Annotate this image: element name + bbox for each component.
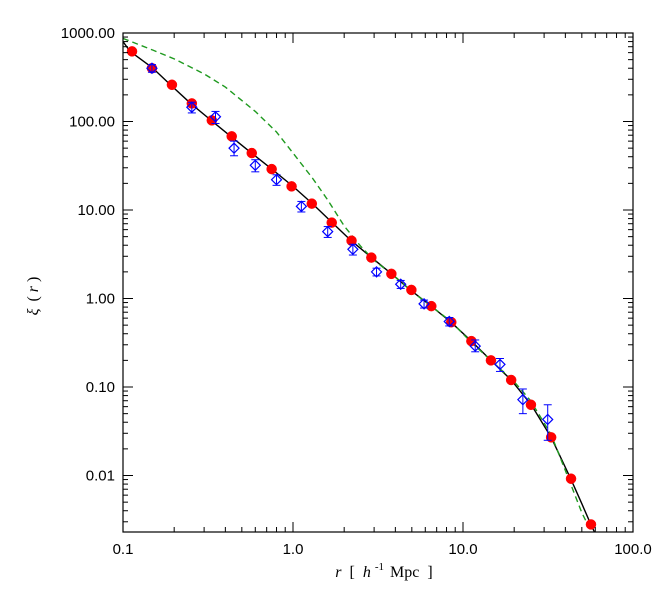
red-data-point: [585, 519, 597, 530]
x-axis-bracket-close: ]: [427, 564, 432, 581]
x-tick-label-1: 1.0: [283, 541, 304, 558]
red-data-point: [326, 217, 337, 228]
y-tick-label-4: 0.10: [86, 379, 115, 396]
blue-diamond-point: [418, 298, 430, 310]
blue-diamond-point: [494, 358, 506, 371]
plot-area: 0.1 1.0 10.0 100.0 1000.00 100.00 10.00 1.00 0.1…: [61, 25, 652, 558]
blue-diamond-point: [146, 62, 158, 75]
x-axis-bracket-open: [: [350, 564, 355, 581]
series-filled-circle-markers: [126, 46, 597, 530]
y-axis-symbol-xi: ξ: [25, 308, 42, 315]
red-data-point: [166, 79, 178, 91]
red-data-point: [226, 131, 237, 142]
x-axis-exponent: -1: [375, 561, 384, 573]
x-axis-title: r [ h -1 Mpc ]: [335, 557, 432, 581]
y-axis-paren-open: (: [25, 296, 42, 301]
y-tick-label-5: 0.01: [86, 468, 115, 485]
x-tick-label-0: 0.1: [113, 541, 134, 558]
red-data-point: [565, 473, 577, 484]
y-tick-label-1: 100.00: [69, 114, 115, 131]
x-axis-symbol: r: [335, 564, 342, 581]
red-data-point: [466, 335, 477, 347]
red-data-point: [386, 268, 397, 280]
axis-ticks: 0.1 1.0 10.0 100.0 1000.00 100.00 10.00 1.00 0.1…: [61, 25, 652, 558]
blue-diamond-point: [249, 159, 262, 172]
plot-frame: [122, 32, 634, 533]
model-dashed-curve: [123, 37, 593, 532]
blue-diamond-point: [469, 340, 482, 352]
x-axis-unit: Mpc: [390, 564, 419, 581]
blue-diamond-point: [295, 200, 308, 213]
red-data-point: [366, 252, 377, 263]
series-open-diamond-markers-with-error-bars: [146, 62, 554, 441]
y-tick-label-0: 1000.00: [61, 25, 115, 42]
x-tick-label-2: 10.0: [448, 541, 477, 558]
blue-diamond-point: [347, 243, 359, 256]
y-axis-paren-close: ): [25, 277, 42, 282]
red-data-point: [485, 355, 497, 366]
model-solid-curve: [123, 41, 596, 532]
blue-diamond-point: [321, 225, 334, 238]
red-data-point: [246, 147, 258, 159]
y-tick-label-3: 1.00: [86, 291, 115, 308]
red-data-point: [306, 198, 318, 209]
blue-diamond-point: [394, 278, 407, 291]
y-tick-label-2: 10.00: [77, 202, 115, 219]
red-data-point: [126, 46, 138, 57]
blue-diamond-point: [270, 173, 283, 186]
blue-diamond-point: [541, 413, 554, 426]
x-tick-label-3: 100.0: [614, 541, 652, 558]
blue-diamond-point: [209, 110, 222, 123]
series-dashed-line: [123, 37, 593, 532]
red-data-point: [406, 284, 417, 296]
blue-diamond-point: [228, 142, 240, 154]
red-data-point: [505, 374, 517, 386]
y-axis-symbol-r: r: [25, 285, 42, 292]
blue-diamond-point: [185, 101, 198, 114]
y-axis-title: ξ ( r ): [25, 277, 42, 316]
red-data-point: [266, 163, 277, 175]
blue-diamond-point: [517, 393, 529, 406]
x-axis-h-symbol: h: [363, 564, 371, 581]
red-data-point: [525, 399, 537, 411]
series-solid-line: [123, 41, 596, 532]
blue-diamond-point: [370, 266, 383, 278]
series-layer: [123, 37, 597, 532]
blue-diamond-point: [443, 315, 456, 328]
red-data-point: [286, 181, 297, 192]
